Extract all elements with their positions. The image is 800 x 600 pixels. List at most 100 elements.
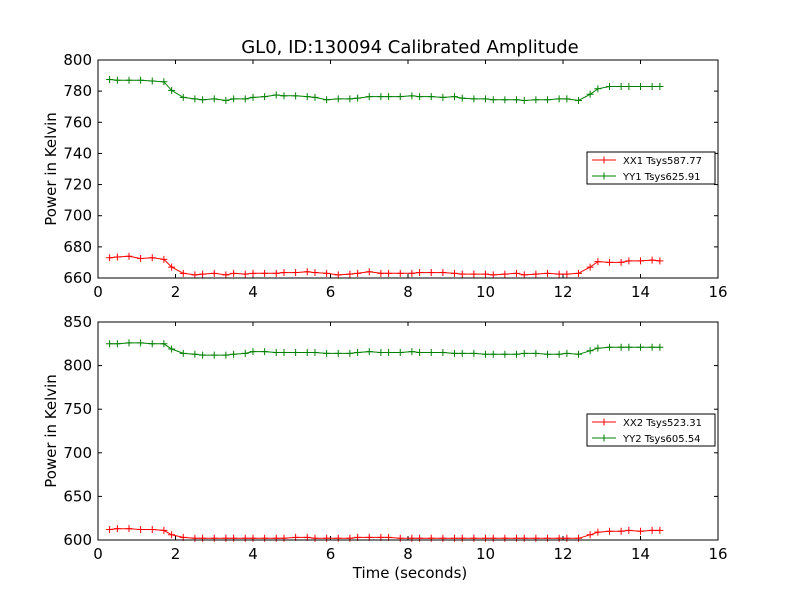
data-point xyxy=(168,345,176,353)
legend: XX2 Tsys523.31 YY2 Tsys605.54 xyxy=(586,413,716,447)
x-tick-label: 10 xyxy=(476,283,495,301)
data-point xyxy=(555,534,563,542)
data-point xyxy=(617,343,625,351)
data-point xyxy=(168,263,176,271)
x-tick-label: 2 xyxy=(171,545,181,563)
data-point xyxy=(625,82,633,90)
data-point xyxy=(470,534,478,542)
data-point xyxy=(261,93,269,101)
legend-label: YY1 Tsys625.91 xyxy=(622,172,701,183)
data-point xyxy=(241,95,249,103)
data-point xyxy=(191,95,199,103)
data-point xyxy=(222,351,230,359)
x-tick-label: 8 xyxy=(403,283,413,301)
data-point xyxy=(625,257,633,265)
data-point xyxy=(427,269,435,277)
data-point xyxy=(303,93,311,101)
data-point xyxy=(656,257,664,265)
top-plot-area: 0 2 4 6 8 10 12 14 16 660 680 700 720 740 760 780 800 XX1… xyxy=(63,51,727,301)
data-point xyxy=(408,534,416,542)
data-point xyxy=(563,270,571,278)
x-tick-label: 2 xyxy=(171,283,181,301)
data-point xyxy=(586,263,594,271)
data-point xyxy=(148,340,156,348)
data-point xyxy=(261,348,269,356)
data-point xyxy=(230,269,238,277)
chart-title: GL0, ID:130094 Calibrated Amplitude xyxy=(241,37,579,58)
data-point xyxy=(501,350,509,358)
y-tick-label: 780 xyxy=(63,82,92,100)
data-point xyxy=(292,92,300,100)
data-point xyxy=(323,534,331,542)
data-point xyxy=(586,531,594,539)
data-point xyxy=(191,271,199,279)
data-point xyxy=(241,534,249,542)
data-point xyxy=(532,534,540,542)
data-point xyxy=(625,343,633,351)
data-point xyxy=(617,82,625,90)
data-point xyxy=(513,269,520,277)
data-point xyxy=(451,93,458,101)
data-point xyxy=(106,340,114,348)
data-point xyxy=(222,96,230,104)
data-point xyxy=(606,343,613,351)
data-point xyxy=(396,269,404,277)
data-point xyxy=(199,270,207,278)
data-point xyxy=(439,269,447,277)
data-point xyxy=(346,534,354,542)
data-point xyxy=(513,96,520,104)
data-point xyxy=(470,270,478,278)
data-point xyxy=(261,534,269,542)
data-point xyxy=(513,350,520,358)
data-point xyxy=(230,95,238,103)
data-point xyxy=(137,76,145,84)
data-point xyxy=(179,269,187,277)
data-point xyxy=(501,534,509,542)
y-tick-label: 740 xyxy=(63,144,92,162)
y-axis-label: Power in Kelvin xyxy=(42,374,60,488)
data-point xyxy=(354,349,362,357)
data-point xyxy=(617,527,625,535)
data-point xyxy=(148,526,156,534)
data-point xyxy=(168,86,176,94)
data-point xyxy=(160,526,168,534)
data-point xyxy=(179,93,187,101)
data-point xyxy=(280,349,288,357)
data-point xyxy=(606,258,613,266)
data-point xyxy=(563,95,571,103)
data-point xyxy=(532,349,540,357)
data-point xyxy=(555,95,563,103)
legend-marker xyxy=(600,418,608,426)
data-point xyxy=(408,269,416,277)
y-tick-label: 700 xyxy=(63,207,92,225)
data-point xyxy=(637,527,644,535)
data-point xyxy=(416,269,424,277)
data-point xyxy=(191,350,199,358)
data-point xyxy=(241,270,249,278)
y-tick-label: 680 xyxy=(63,238,92,256)
x-axis-label: Time (seconds) xyxy=(352,564,468,582)
x-tick-label: 6 xyxy=(326,283,336,301)
top-chart: GL0, ID:130094 Calibrated Amplitude Powe… xyxy=(42,37,728,301)
data-point xyxy=(656,82,664,90)
data-point xyxy=(199,534,207,542)
data-point xyxy=(334,534,342,542)
data-point xyxy=(137,526,145,534)
data-point xyxy=(323,269,331,277)
data-point xyxy=(241,349,249,357)
data-point xyxy=(482,350,489,358)
data-point xyxy=(354,94,362,102)
data-point xyxy=(439,534,447,542)
data-point xyxy=(532,270,540,278)
data-point xyxy=(160,255,168,263)
x-tick-label: 12 xyxy=(553,545,572,563)
x-tick-label: 12 xyxy=(553,283,572,301)
data-point xyxy=(637,343,644,351)
data-point xyxy=(625,526,633,534)
legend-label: XX1 Tsys587.77 xyxy=(623,156,702,167)
data-point xyxy=(125,252,133,260)
data-point xyxy=(113,525,121,533)
data-point xyxy=(489,534,497,542)
bottom-chart: Power in Kelvin Time (seconds) 0 2 4 6 8 10 12… xyxy=(42,313,728,582)
